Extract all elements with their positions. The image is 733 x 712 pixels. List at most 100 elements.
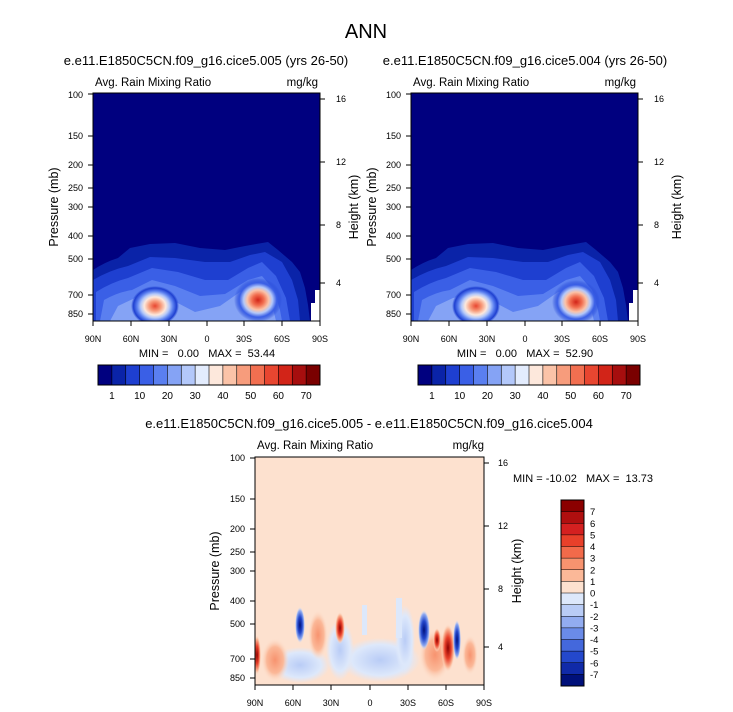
colorbar-swatch: [561, 604, 584, 617]
colorbar-swatch: [431, 365, 447, 385]
colorbar-tick-label: -1: [590, 600, 598, 611]
colorbar-swatch: [445, 365, 460, 385]
colorbar-swatch: [501, 365, 516, 385]
panel-2-ytick-label: 700: [386, 290, 401, 300]
panel-2-xtick-label: 90N: [403, 334, 420, 344]
panel-3-xtick-label: 90S: [476, 698, 492, 708]
panel-2-ytick-label: 300: [386, 202, 401, 212]
panel-1-xtick-label: 60S: [274, 334, 290, 344]
panel-3-xtick-label: 30S: [400, 698, 416, 708]
panel-2-xtick-label: 60S: [592, 334, 608, 344]
colorbar-tick-label: 60: [593, 391, 605, 402]
colorbar-tick-label: -5: [590, 647, 598, 658]
colorbar-tick-label: 70: [621, 391, 633, 402]
colorbar-tick-label: 30: [190, 391, 202, 402]
panel-1-y2tick-label: 16: [336, 94, 346, 104]
colorbar-tick-label: 50: [565, 391, 577, 402]
panel-3-y2tick-label: 12: [498, 521, 508, 531]
panel-1: e.e11.E1850C5CN.f09_g16.cice5.005 (yrs 2…: [47, 53, 361, 402]
colorbar-tick-label: 1: [429, 391, 435, 402]
colorbar-tick-label: 40: [537, 391, 549, 402]
panel-1-ytick-label: 100: [68, 90, 83, 100]
panel-3-right-label: mg/kg: [453, 440, 484, 452]
panel-3-ytick-label: 850: [230, 673, 245, 683]
panel-1-colorbar: 1 10 20 30 40 50 60 70: [97, 364, 321, 402]
panel-1-ytick-label: 150: [68, 131, 83, 141]
colorbar-tick-label: 6: [590, 519, 595, 530]
panel-1-right-label: mg/kg: [287, 77, 318, 89]
colorbar-swatch: [561, 534, 584, 547]
panel-2-xtick-label: 0: [522, 334, 527, 344]
colorbar-tick-label: 7: [590, 507, 595, 518]
colorbar-swatch: [222, 365, 238, 385]
colorbar-swatch: [139, 365, 154, 385]
panel-3-stats: MIN = -10.02 MAX = 13.73: [513, 473, 653, 485]
panel-2-y2label: Height (km): [670, 175, 684, 240]
panel-1-y2tick-label: 8: [336, 220, 341, 230]
colorbar-swatch: [542, 365, 558, 385]
figure-title: ANN: [345, 21, 387, 43]
panel-2-ytick-label: 150: [386, 131, 401, 141]
panel-3-ytick-label: 200: [230, 524, 245, 534]
colorbar-tick-label: 40: [217, 391, 229, 402]
colorbar-swatch: [236, 365, 251, 385]
colorbar-swatch: [209, 365, 224, 385]
colorbar-tick-label: 2: [590, 565, 595, 576]
panel-3-y2tick-label: 4: [498, 642, 503, 652]
colorbar-tick-label: 1: [109, 391, 115, 402]
colorbar-swatch: [153, 365, 168, 385]
colorbar-swatch: [561, 581, 584, 594]
colorbar-swatch: [278, 365, 293, 385]
panel-3-ytick-label: 300: [230, 566, 245, 576]
panel-3-xtick-label: 90N: [247, 698, 264, 708]
colorbar-swatch: [529, 365, 544, 385]
panel-2-y2tick-label: 12: [654, 157, 664, 167]
panel-1-xticks: 90N 60N 30N 0 30S 60S 90S: [85, 321, 328, 344]
colorbar-tick-label: 3: [590, 554, 595, 565]
panel-3-ytick-label: 500: [230, 619, 245, 629]
colorbar-swatch: [418, 365, 433, 385]
colorbar-tick-label: 60: [273, 391, 285, 402]
panel-2-ytick-label: 200: [386, 160, 401, 170]
panel-2-field: [411, 93, 638, 321]
colorbar-swatch: [584, 365, 599, 385]
colorbar-swatch: [598, 365, 613, 385]
panel-2-yticks: 100 150 200 250 300 400 500 700 850: [386, 90, 411, 319]
colorbar-swatch: [561, 627, 584, 640]
colorbar-tick-label: 1: [590, 577, 595, 588]
panel-3-xtick-label: 0: [367, 698, 372, 708]
colorbar-swatch: [561, 500, 584, 512]
panel-1-y2ticks: 16 12 8 4: [320, 94, 346, 288]
panel-2-ytick-label: 850: [386, 309, 401, 319]
colorbar-swatch: [306, 365, 321, 385]
colorbar-swatch: [111, 365, 127, 385]
colorbar-swatch: [459, 365, 474, 385]
panel-3-y2tick-label: 16: [498, 458, 508, 468]
panel-2-ytick-label: 100: [386, 90, 401, 100]
panel-3: e.e11.E1850C5CN.f09_g16.cice5.005 - e.e1…: [145, 416, 653, 708]
colorbar-tick-label: -4: [590, 635, 598, 646]
colorbar-swatch: [167, 365, 182, 385]
colorbar-swatch: [561, 546, 584, 559]
panel-3-ytick-label: 150: [230, 494, 245, 504]
colorbar-swatch: [125, 365, 140, 385]
panel-2-left-label: Avg. Rain Mixing Ratio: [413, 77, 529, 89]
colorbar-swatch: [626, 365, 641, 385]
colorbar-swatch: [561, 662, 584, 675]
panel-2-xtick-label: 30S: [554, 334, 570, 344]
panel-1-y2tick-label: 12: [336, 157, 346, 167]
colorbar-swatch: [561, 569, 584, 582]
panel-3-y2ticks: 16 12 8 4: [484, 458, 508, 652]
colorbar-swatch: [561, 593, 584, 605]
panel-2-ytick-label: 500: [386, 254, 401, 264]
colorbar-swatch: [561, 558, 584, 571]
panel-2: e.e11.E1850C5CN.f09_g16.cice5.004 (yrs 2…: [365, 53, 684, 402]
panel-3-ytick-label: 400: [230, 596, 245, 606]
colorbar-swatch: [561, 651, 584, 664]
panel-1-xtick-label: 90S: [312, 334, 328, 344]
panel-2-xtick-label: 60N: [441, 334, 458, 344]
panel-2-y2tick-label: 8: [654, 220, 659, 230]
panel-1-title: e.e11.E1850C5CN.f09_g16.cice5.005 (yrs 2…: [64, 53, 349, 68]
